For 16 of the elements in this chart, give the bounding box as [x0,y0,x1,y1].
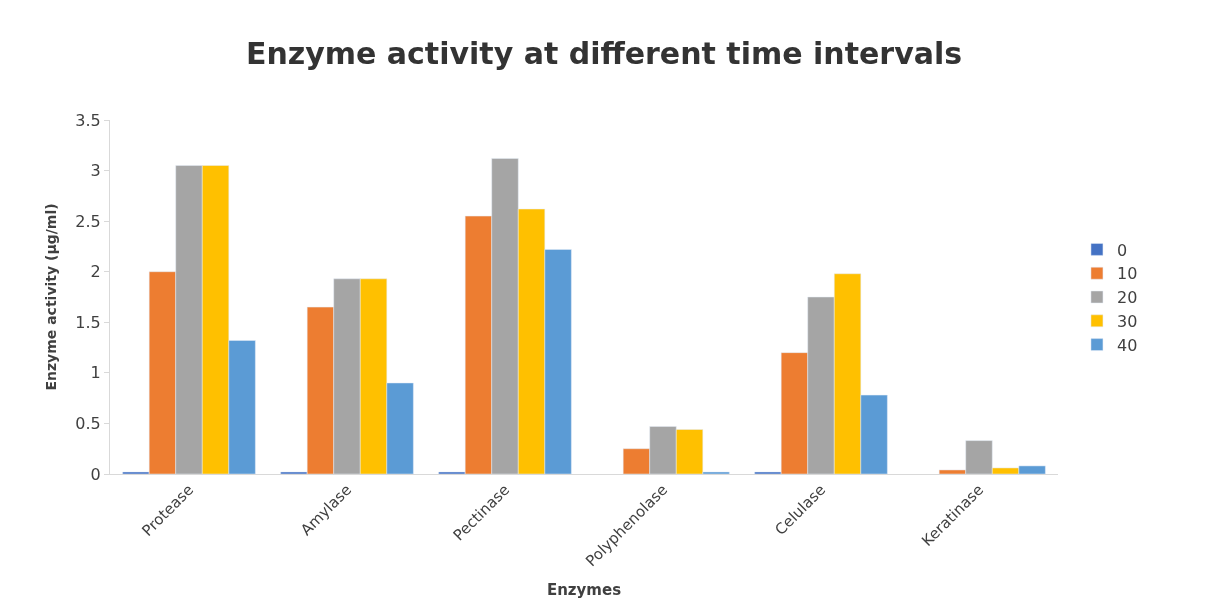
x-axis-title: Enzymes [546,581,622,600]
y-axis-title: Enzyme activity (µg/ml) [42,203,59,391]
y-tick-label: 1.5 [75,312,101,332]
legend-label: 0 [1116,240,1128,260]
legend-label: 40 [1116,335,1138,355]
chart-title: Enzyme activity at different time intervals [245,35,963,71]
legend-label: 30 [1116,312,1138,332]
legend-label: 10 [1116,264,1138,284]
y-tick-label: 0 [90,464,101,484]
y-tick-label: 2 [90,262,101,282]
y-tick-label: 3 [90,161,101,181]
legend-label: 20 [1116,288,1138,308]
y-tick-label: 1 [90,363,101,383]
y-tick-label: 0.5 [75,414,101,434]
y-tick-label: 3.5 [75,110,101,130]
y-tick-label: 2.5 [75,211,101,231]
